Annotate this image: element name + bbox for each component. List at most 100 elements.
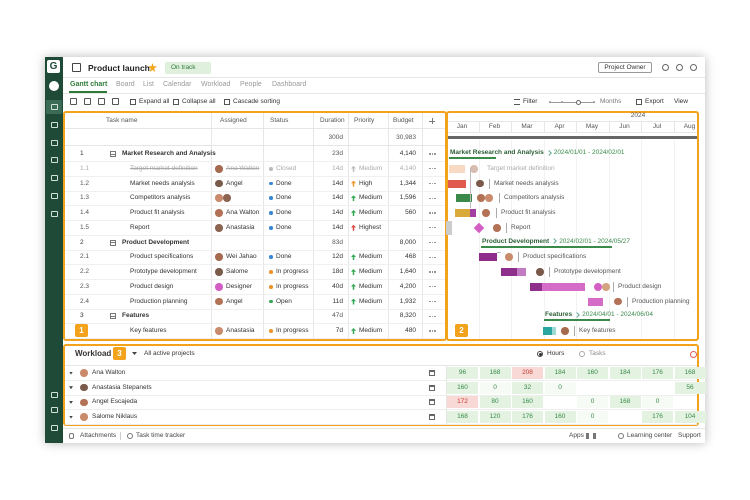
chevron xyxy=(551,238,558,244)
dropdown-caret[interactable] xyxy=(132,352,137,355)
gantt-bar[interactable] xyxy=(455,209,470,217)
gantt-bar[interactable] xyxy=(543,327,552,335)
expand-caret[interactable] xyxy=(69,415,73,419)
tab[interactable]: People xyxy=(240,81,262,88)
gantt-bar[interactable] xyxy=(448,179,466,188)
role-button[interactable] xyxy=(598,62,652,73)
task-name[interactable]: Product design xyxy=(130,282,174,290)
duration: 47d xyxy=(332,312,343,320)
tab[interactable]: Dashboard xyxy=(272,81,307,88)
tab[interactable]: Gantt chart xyxy=(70,81,108,88)
toolbar-button[interactable]: Export xyxy=(645,98,664,105)
footer-link[interactable]: Apps xyxy=(569,432,584,439)
role-button-text[interactable]: Project Owner xyxy=(604,63,646,71)
gantt-bar[interactable] xyxy=(456,194,472,203)
footer-link[interactable]: Support xyxy=(678,432,701,439)
toolbar-icon[interactable] xyxy=(84,98,91,105)
footer-link[interactable]: Attachments xyxy=(80,432,117,439)
nav-icon[interactable] xyxy=(50,392,58,398)
toolbar-icon[interactable] xyxy=(70,98,77,105)
task-name[interactable]: Prototype development xyxy=(130,268,197,275)
gantt-group-label: Features 2024/04/01 - 2024/06/04 xyxy=(545,310,745,319)
column-header[interactable]: Task name xyxy=(106,117,138,124)
task-name[interactable]: Product fit analysis xyxy=(130,209,185,216)
column-header[interactable]: Budget xyxy=(393,117,414,124)
tab[interactable]: Board xyxy=(116,81,135,88)
toolbar-button[interactable]: Cascade sorting xyxy=(233,98,280,105)
task-name[interactable]: Competitors analysis xyxy=(130,194,191,202)
toolbar-button[interactable]: Filter xyxy=(523,98,538,105)
expand-caret[interactable] xyxy=(69,371,73,375)
task-name[interactable]: Features xyxy=(122,312,150,320)
nav-icon[interactable] xyxy=(50,157,58,163)
task-name[interactable]: Report xyxy=(130,223,150,231)
calendar-icon[interactable] xyxy=(429,384,435,391)
task-name[interactable]: Product Development xyxy=(122,238,190,246)
more-icon xyxy=(431,271,434,273)
tab[interactable]: Calendar xyxy=(163,81,192,88)
footer-link[interactable]: Learning center xyxy=(627,432,673,439)
task-name[interactable]: Market Research and Analysis xyxy=(122,150,216,157)
collapse-toggle[interactable] xyxy=(110,151,116,157)
favorite-star[interactable] xyxy=(148,63,157,72)
calendar-icon[interactable] xyxy=(429,370,435,376)
column-header[interactable]: Assigned xyxy=(220,117,247,124)
more-icon xyxy=(431,212,434,214)
column-header[interactable]: Status xyxy=(270,117,289,124)
add-column-icon[interactable] xyxy=(429,118,435,124)
more-icon xyxy=(434,182,436,185)
toolbar-button[interactable]: View xyxy=(674,98,688,105)
gantt-bar[interactable] xyxy=(449,164,465,173)
gantt-bar[interactable] xyxy=(501,268,517,276)
column-header[interactable]: Priority xyxy=(354,117,375,124)
collapse-toggle[interactable] xyxy=(110,313,116,320)
assignee: Ana Walton xyxy=(226,209,260,216)
gantt-bar[interactable] xyxy=(588,297,603,306)
gantt-bar[interactable] xyxy=(517,268,526,276)
expand-caret[interactable] xyxy=(69,386,73,390)
expand-caret[interactable] xyxy=(69,400,73,404)
toolbar-icon[interactable] xyxy=(112,98,119,105)
group-name: Market Research and Analysis xyxy=(450,149,544,156)
tab[interactable]: List xyxy=(143,81,154,88)
toolbar-button[interactable]: Expand all xyxy=(139,98,170,105)
avatar xyxy=(215,282,223,291)
calendar-icon[interactable] xyxy=(429,414,435,421)
nav-icon[interactable] xyxy=(50,104,58,110)
toolbar-button[interactable]: Collapse all xyxy=(182,98,216,105)
nav-icon[interactable] xyxy=(50,211,58,217)
gantt-bar[interactable] xyxy=(542,282,585,291)
column-header[interactable]: Duration xyxy=(320,117,345,124)
radio-label[interactable]: Hours xyxy=(547,350,565,357)
nav-icon[interactable] xyxy=(50,407,58,413)
gantt-bar[interactable] xyxy=(479,253,497,262)
status-badge[interactable] xyxy=(165,62,211,74)
nav-icon[interactable] xyxy=(50,193,58,199)
gantt-bar[interactable] xyxy=(530,282,542,291)
workload-filter[interactable]: All active projects xyxy=(144,350,195,357)
calendar-icon[interactable] xyxy=(429,399,435,406)
gantt-month: Jan xyxy=(456,123,468,130)
nav-icon[interactable] xyxy=(50,122,58,128)
task-name[interactable]: Key features xyxy=(130,327,167,334)
status: Open xyxy=(276,297,292,305)
task-name[interactable]: Target market definition xyxy=(130,164,198,172)
task-name[interactable]: Market needs analysis xyxy=(130,179,195,187)
more-icon xyxy=(431,330,434,332)
collapse-toggle[interactable] xyxy=(110,239,116,246)
task-name[interactable]: Production planning xyxy=(130,297,188,305)
divider xyxy=(511,140,512,339)
gantt-month: Apr xyxy=(554,123,565,130)
tab[interactable]: Workload xyxy=(201,81,231,88)
gantt-bar[interactable] xyxy=(470,209,476,217)
nav-icon[interactable] xyxy=(50,140,58,146)
nav-icon[interactable] xyxy=(50,425,58,431)
toolbar-icon[interactable] xyxy=(98,98,105,105)
person-name: Angel Escajeda xyxy=(92,398,138,406)
footer-link[interactable]: Task time tracker xyxy=(136,432,186,439)
nav-projects[interactable] xyxy=(46,100,62,114)
task-name[interactable]: Product specifications xyxy=(130,253,194,261)
nav-icon[interactable] xyxy=(50,175,58,181)
radio-label[interactable]: Tasks xyxy=(589,350,606,357)
gantt-bar[interactable] xyxy=(552,327,556,335)
